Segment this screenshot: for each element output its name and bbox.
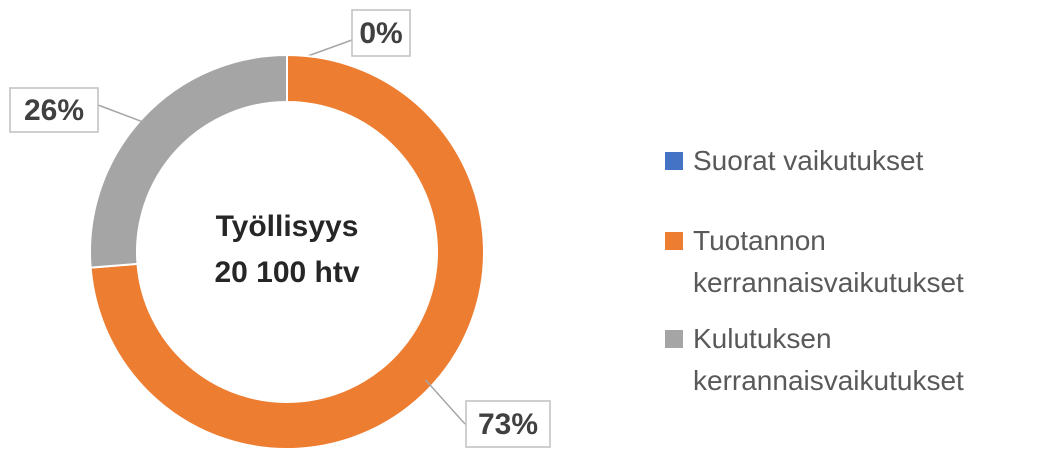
leader-line (424, 379, 466, 425)
legend-label: Tuotannon kerrannaisvaikutukset (693, 225, 964, 298)
center-value: 20 100 htv (214, 256, 359, 289)
legend-item: Kulutuksen kerrannaisvaikutukset (665, 318, 1025, 402)
legend-swatch (665, 330, 683, 348)
legend: Suorat vaikutukset Tuotannon kerrannaisva… (665, 140, 1025, 402)
legend-swatch (665, 232, 683, 250)
leader-line (97, 104, 149, 125)
legend-item: Tuotannon kerrannaisvaikutukset (665, 220, 1025, 304)
legend-label: Suorat vaikutukset (693, 145, 924, 176)
label-box (465, 400, 551, 448)
donut-segment (89, 53, 485, 450)
label-box (351, 9, 411, 57)
label-box (9, 87, 99, 133)
data-label: 26% (24, 94, 84, 127)
center-title: Työllisyys (216, 210, 359, 243)
data-label: 73% (478, 408, 538, 441)
legend-label: Kulutuksen kerrannaisvaikutukset (693, 323, 964, 396)
data-label: 0% (359, 17, 402, 50)
legend-swatch (665, 152, 683, 170)
donut-segment (89, 53, 288, 269)
legend-item: Suorat vaikutukset (665, 140, 1025, 182)
